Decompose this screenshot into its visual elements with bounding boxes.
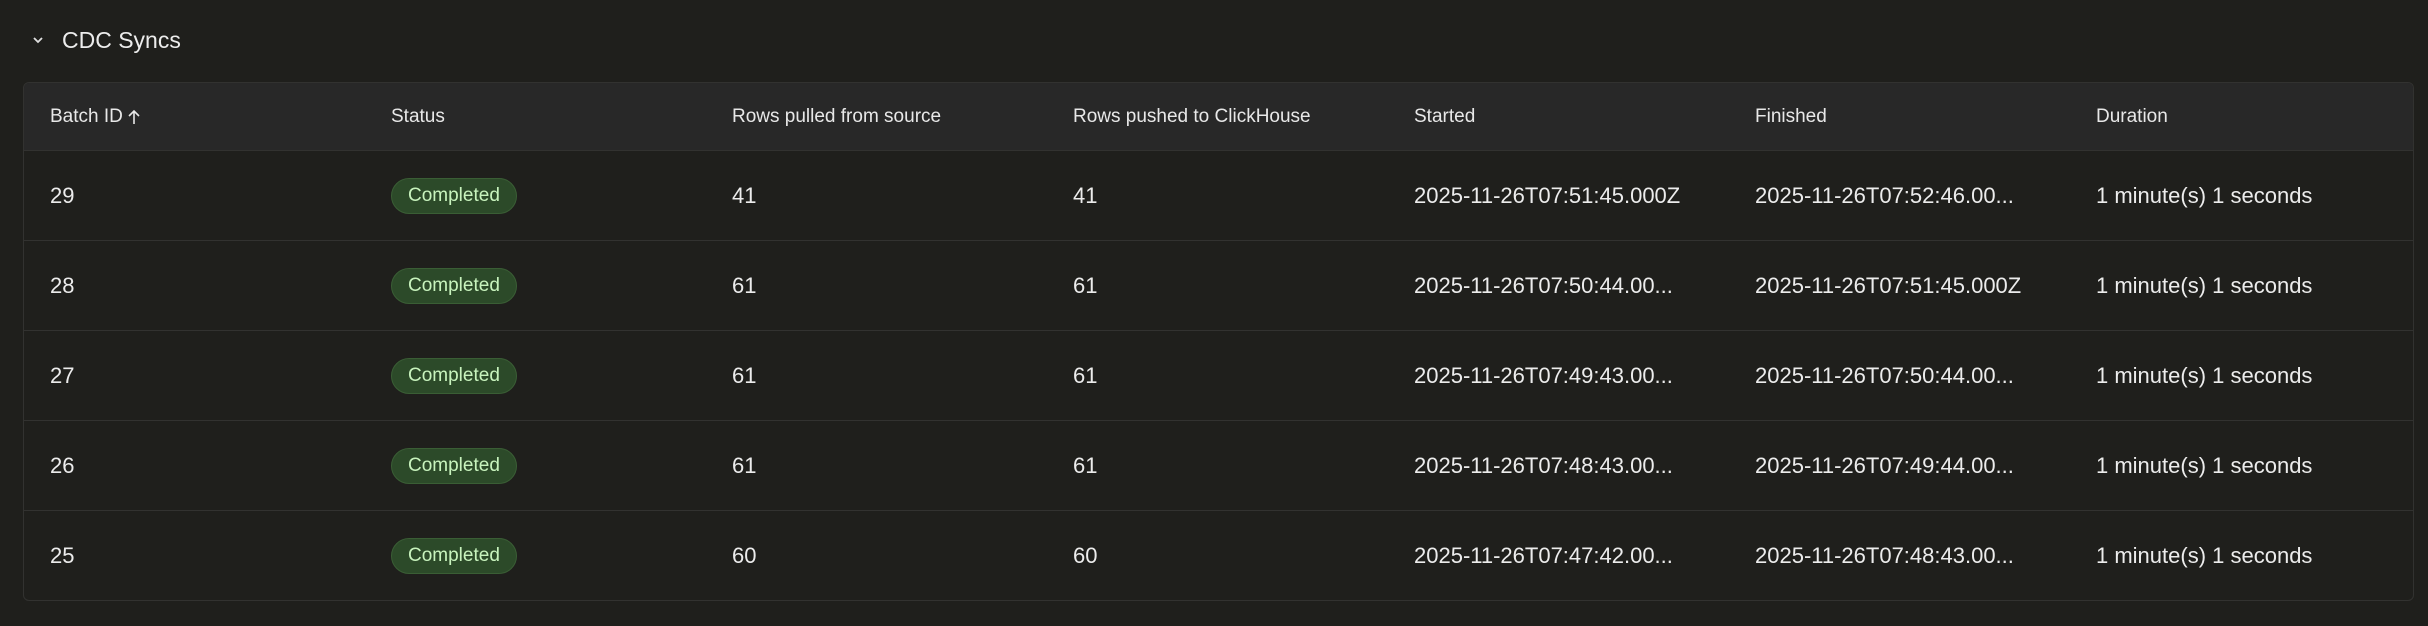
table-row[interactable]: 28 Completed 61 61 2025-11-26T07:50:44.00...… [24, 241, 2413, 331]
column-label: Batch ID [50, 105, 123, 127]
status-cell: Completed [365, 177, 706, 214]
batch-id-cell: 25 [50, 542, 75, 568]
cdc-syncs-toggle[interactable]: CDC Syncs [28, 22, 181, 58]
table-row[interactable]: 25 Completed 60 60 2025-11-26T07:47:42.00...… [24, 511, 2413, 600]
status-badge: Completed [391, 177, 517, 214]
duration-cell: 1 minute(s) 1 seconds [2096, 362, 2313, 388]
column-header-status[interactable]: Status [391, 105, 445, 127]
table-row[interactable]: 29 Completed 41 41 2025-11-26T07:51:45.000Z 2… [24, 151, 2413, 241]
started-cell: 2025-11-26T07:47:42.00... [1414, 542, 1673, 568]
finished-cell: 2025-11-26T07:52:46.00... [1755, 182, 2014, 208]
duration-cell: 1 minute(s) 1 seconds [2096, 452, 2313, 478]
rows-pulled-cell: 61 [732, 452, 757, 478]
rows-pulled-cell: 60 [732, 542, 757, 568]
column-header-finished[interactable]: Finished [1755, 105, 1827, 127]
status-cell: Completed [365, 267, 706, 304]
finished-cell: 2025-11-26T07:49:44.00... [1755, 452, 2014, 478]
finished-cell: 2025-11-26T07:51:45.000Z [1755, 272, 2022, 298]
rows-pulled-cell: 61 [732, 272, 757, 298]
batch-id-cell: 28 [50, 272, 75, 298]
table-header: Batch ID Status Rows pulled from source … [24, 83, 2413, 151]
batch-id-cell: 26 [50, 452, 75, 478]
status-badge: Completed [391, 357, 517, 394]
column-header-rows-pulled[interactable]: Rows pulled from source [732, 105, 942, 127]
finished-cell: 2025-11-26T07:48:43.00... [1755, 542, 2014, 568]
started-cell: 2025-11-26T07:49:43.00... [1414, 362, 1673, 388]
status-badge: Completed [391, 537, 517, 574]
rows-pushed-cell: 61 [1073, 362, 1098, 388]
section-title: CDC Syncs [62, 26, 181, 53]
duration-cell: 1 minute(s) 1 seconds [2096, 182, 2313, 208]
column-header-rows-pushed[interactable]: Rows pushed to ClickHouse [1073, 105, 1311, 127]
rows-pulled-cell: 61 [732, 362, 757, 388]
batch-id-cell: 29 [50, 182, 75, 208]
status-cell: Completed [365, 447, 706, 484]
column-header-duration[interactable]: Duration [2096, 105, 2168, 127]
started-cell: 2025-11-26T07:48:43.00... [1414, 452, 1673, 478]
table-row[interactable]: 26 Completed 61 61 2025-11-26T07:48:43.00...… [24, 421, 2413, 511]
duration-cell: 1 minute(s) 1 seconds [2096, 272, 2313, 298]
duration-cell: 1 minute(s) 1 seconds [2096, 542, 2313, 568]
cdc-syncs-table: Batch ID Status Rows pulled from source … [23, 82, 2414, 601]
rows-pushed-cell: 61 [1073, 452, 1098, 478]
started-cell: 2025-11-26T07:50:44.00... [1414, 272, 1673, 298]
table-row[interactable]: 27 Completed 61 61 2025-11-26T07:49:43.00...… [24, 331, 2413, 421]
status-badge: Completed [391, 267, 517, 304]
rows-pulled-cell: 41 [732, 182, 757, 208]
started-cell: 2025-11-26T07:51:45.000Z [1414, 182, 1681, 208]
rows-pushed-cell: 61 [1073, 272, 1098, 298]
arrow-up-icon [128, 109, 140, 124]
column-header-batch-id[interactable]: Batch ID [24, 106, 365, 128]
chevron-down-icon [28, 30, 48, 50]
finished-cell: 2025-11-26T07:50:44.00... [1755, 362, 2014, 388]
status-badge: Completed [391, 447, 517, 484]
status-cell: Completed [365, 357, 706, 394]
column-header-started[interactable]: Started [1414, 105, 1476, 127]
status-cell: Completed [365, 537, 706, 574]
batch-id-cell: 27 [50, 362, 75, 388]
rows-pushed-cell: 60 [1073, 542, 1098, 568]
rows-pushed-cell: 41 [1073, 182, 1098, 208]
